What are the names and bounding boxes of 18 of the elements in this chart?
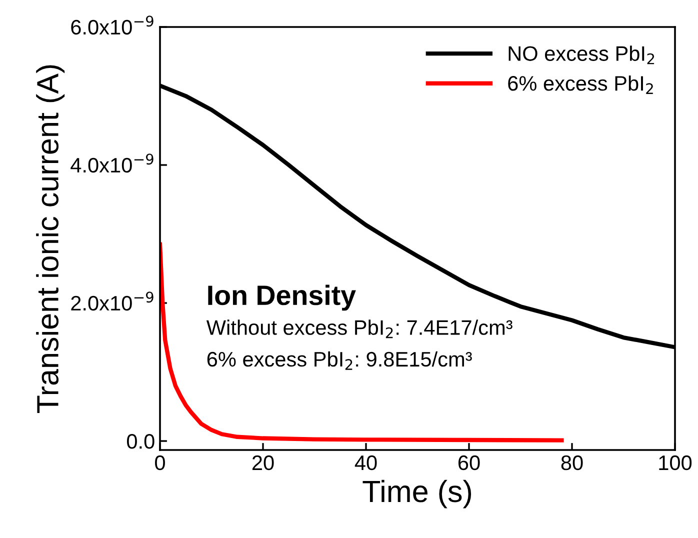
y-axis-title: Transient ionic current (A) [36,65,65,413]
x-tick-label: 80 [561,455,583,470]
y-tick-label: 0.0 [126,434,154,449]
annotation: Ion Density [208,284,356,311]
legend-label: 6% excess PbI$_{2}$ [508,75,653,94]
y-tick-label: 2.0x10$^{−9}$ [71,292,154,311]
legend-label: NO excess PbI$_{2}$ [508,46,654,64]
x-axis-title: Time (s) [362,480,472,508]
x-tick-label: 100 [659,455,692,470]
x-tick-label: 0 [155,455,165,470]
annotation: 6% excess PbI$_{2}$: 9.8E15/cm³ [207,351,472,370]
y-tick-label: 6.0x10$^{−9}$ [71,16,154,35]
annotation: Without excess PbI$_{2}$: 7.4E17/cm³ [206,320,512,338]
y-tick-label: 4.0x10$^{−9}$ [70,154,154,173]
line-series [160,242,564,442]
x-tick-label: 20 [252,455,274,470]
x-tick-label: 60 [458,455,480,470]
x-tick-label: 40 [354,455,377,470]
